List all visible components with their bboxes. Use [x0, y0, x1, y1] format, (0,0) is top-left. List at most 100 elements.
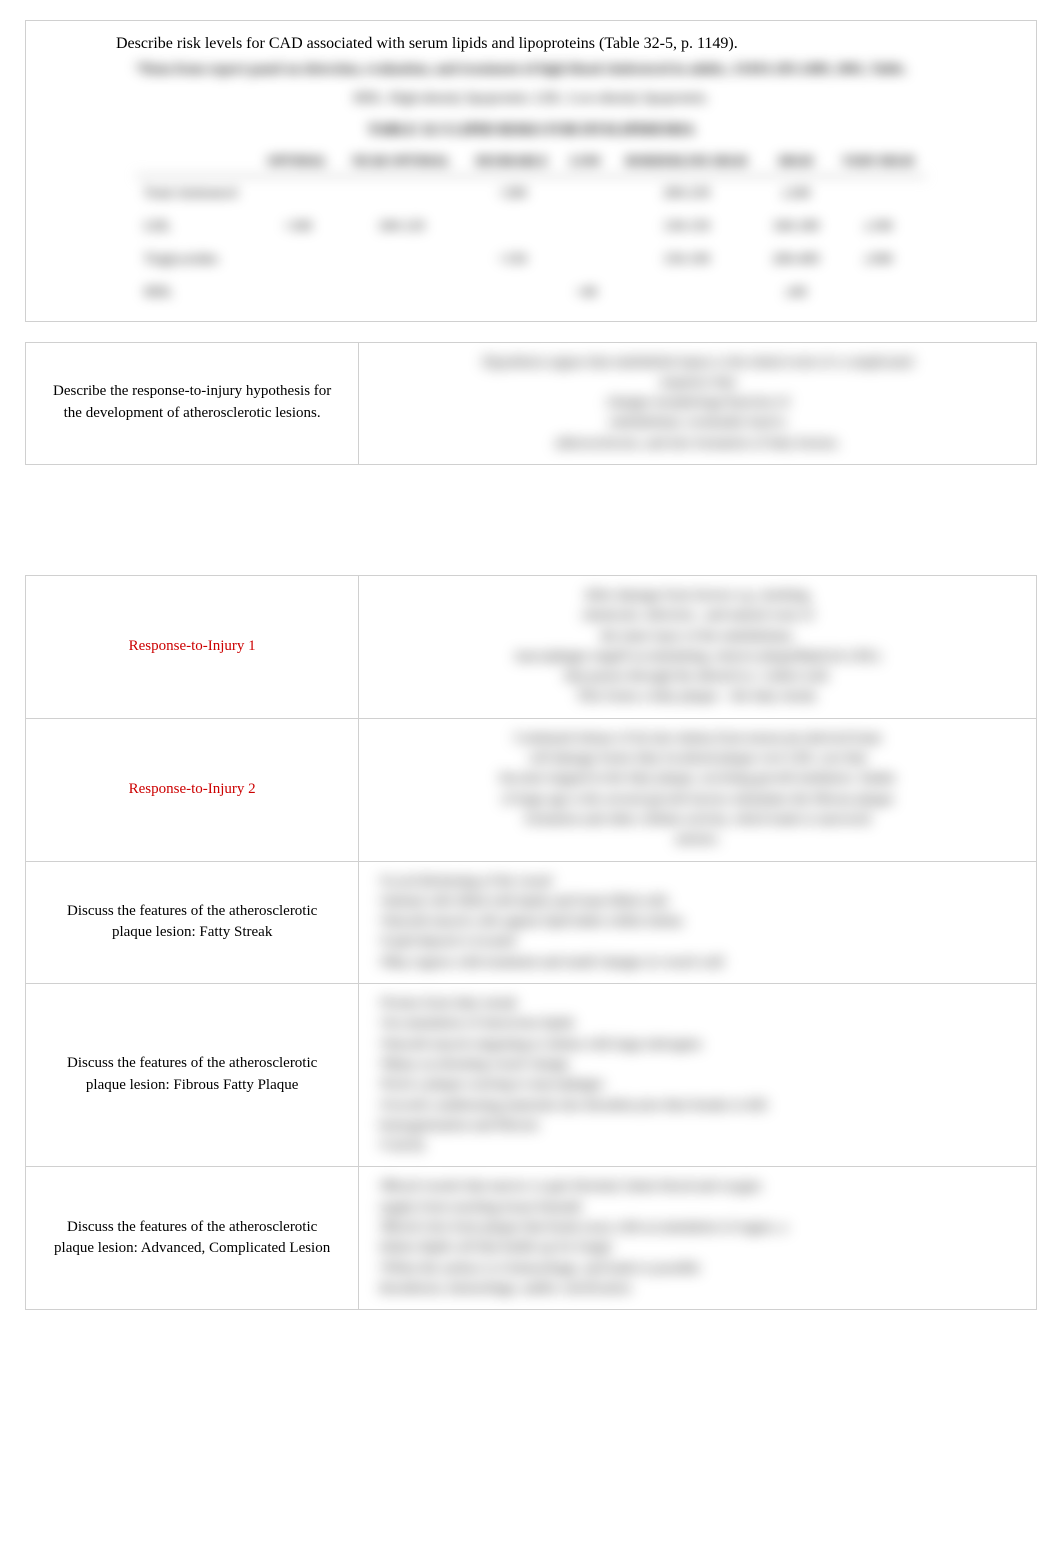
flashcard-back-line: •Forms from fatty streak — [379, 994, 1016, 1014]
flashcard-back-line: sequence that — [379, 373, 1016, 393]
flashcard-front: Discuss the features of the atherosclero… — [26, 984, 359, 1166]
table-row: Triglycerides <150 150-199200-499≥500 — [136, 243, 926, 276]
flashcard-back-line: supply from reaching tissue beneath — [379, 1198, 1016, 1218]
lipid-risk-card: Describe risk levels for CAD associated … — [25, 20, 1037, 322]
flashcard-back-line: •intimal cells filled with lipids and fo… — [379, 892, 1016, 912]
table-cell — [339, 243, 464, 276]
row-label: LDL — [136, 210, 256, 243]
flashcard-back-line: •Lipid deposit is located — [379, 932, 1016, 952]
table-header-row: OPTIMAL NEAR OPTIMAL DESIRABLE LOW BORDE… — [136, 148, 926, 176]
col-high: HIGH — [761, 148, 830, 176]
flashcard-front: Discuss the features of the atherosclero… — [26, 1167, 359, 1309]
row-label: Triglycerides — [136, 243, 256, 276]
table-cell — [464, 276, 561, 309]
row-label: Total cholesterol — [136, 176, 256, 210]
flashcard-back-line: •Calcify — [379, 1136, 1016, 1156]
col-optimal: OPTIMAL — [256, 148, 339, 176]
table-cell — [830, 176, 926, 210]
table-cell — [464, 210, 561, 243]
flashcard-row: Discuss the features of the atherosclero… — [25, 983, 1037, 1167]
col-borderline: BORDERLINE HIGH — [611, 148, 761, 176]
table-cell: <200 — [464, 176, 561, 210]
table-cell — [256, 176, 339, 210]
flashcard-back: Continued release of fat into intima fro… — [359, 719, 1036, 861]
flashcard-back: After damage from factors e.g. smoking,c… — [359, 576, 1036, 718]
lipid-table: OPTIMAL NEAR OPTIMAL DESIRABLE LOW BORDE… — [136, 148, 926, 309]
flashcard-back-line: endothelium, eventually lead to — [379, 413, 1016, 433]
col-low: LOW — [560, 148, 611, 176]
flashcard-back: •Blood vessels that narrow or gets block… — [359, 1167, 1036, 1309]
flashcard-front: Describe the response-to-injury hypothes… — [26, 343, 359, 464]
flashcard-back-line: thrombosis, hemorrhage, andlor calcifica… — [379, 1279, 1016, 1299]
lipid-risk-question: Describe risk levels for CAD associated … — [26, 21, 1036, 55]
flashcard-row: Response-to-Injury 1After damage from fa… — [25, 575, 1037, 719]
flashcard-back-line: After damage from factors e.g. smoking, — [379, 586, 1016, 606]
table-row: Total cholesterol <200 200-239≥240 — [136, 176, 926, 210]
flashcard-back-line: •When the surface is it hemorrhage, and … — [379, 1259, 1016, 1279]
flashcard-back: Hypothesis argues that endothelial injur… — [359, 343, 1036, 464]
table-cell — [611, 276, 761, 309]
flashcard-front: Discuss the features of the atherosclero… — [26, 862, 359, 983]
flashcard-back-line: •Blood vessels that narrow or gets block… — [379, 1177, 1016, 1197]
table-cell: 150-199 — [611, 243, 761, 276]
table-cell — [560, 176, 611, 210]
flashcard-row: Response-to-Injury 2Continued release of… — [25, 718, 1037, 862]
table-cell: ≥190 — [830, 210, 926, 243]
flashcard-front: Response-to-Injury 2 — [26, 719, 359, 861]
col-empty — [136, 148, 256, 176]
flashcard-back-line: •Smooth muscle cells appear lipid laden … — [379, 912, 1016, 932]
table-cell: ≥240 — [761, 176, 830, 210]
flashcard-back-line: arteries. — [379, 830, 1016, 850]
flashcard-back-line: •Growth conditioning materials into thro… — [379, 1096, 1016, 1116]
table-cell: ≥500 — [830, 243, 926, 276]
table-cell — [339, 176, 464, 210]
flashcard-row: Describe the response-to-injury hypothes… — [25, 342, 1037, 465]
col-very-high: VERY HIGH — [830, 148, 926, 176]
flashcard-back-line: become trapped in the fatty plaque, secr… — [379, 769, 1016, 789]
flashcard-back-line: the inner layer of the endothelium, — [379, 627, 1016, 647]
row-label: HDL — [136, 276, 256, 309]
flashcard-back-line: •Smooth muscle migrating to intima with … — [379, 1035, 1016, 1055]
flashcard-back-line: cell damage forms fatty localized plaque… — [379, 749, 1016, 769]
flashcard-back-line: changes morphology/function of — [379, 393, 1016, 413]
section-gap — [25, 465, 1037, 575]
flashcard-back-line: macrophages engulf accumulating, remove … — [379, 647, 1016, 667]
flashcard-row: Discuss the features of the atherosclero… — [25, 861, 1037, 984]
source-note: *Data from expert panel on detection, ev… — [136, 59, 926, 80]
flashcard-back-line: formation and other cellular activity, w… — [379, 810, 1016, 830]
table-cell — [339, 276, 464, 309]
flashcard-back-line: chemicals, infection , and natural wear … — [379, 606, 1016, 626]
table-cell — [560, 210, 611, 243]
flashcard-back-line: atherosclerosis, and into formation of f… — [379, 434, 1016, 454]
flashcard-back-line: This forms a fatty plaque – the fatty st… — [379, 687, 1016, 707]
table-cell: 200-499 — [761, 243, 830, 276]
table-cell: <40 — [560, 276, 611, 309]
flashcard-back-line: •Accumulation of intra/extra lipids — [379, 1014, 1016, 1034]
table-cell: 200-239 — [611, 176, 761, 210]
table-cell: 160-189 — [761, 210, 830, 243]
flashcard-back-line: •May regress with treatment and small ch… — [379, 953, 1016, 973]
flashcard-list: Describe the response-to-injury hypothes… — [25, 342, 1037, 1311]
table-cell — [830, 276, 926, 309]
table-cell: ≥60 — [761, 276, 830, 309]
table-cell — [256, 276, 339, 309]
table-cell: <150 — [464, 243, 561, 276]
table-cell: 100-129 — [339, 210, 464, 243]
col-desirable: DESIRABLE — [464, 148, 561, 176]
table-cell — [256, 243, 339, 276]
flashcard-back-line: Hypothesis argues that endothelial injur… — [379, 353, 1016, 373]
table-cell — [560, 243, 611, 276]
flashcard-back: •Forms from fatty streak•Accumulation of… — [359, 984, 1036, 1166]
table-row: LDL<100100-129 130-159160-189≥190 — [136, 210, 926, 243]
table-cell: <100 — [256, 210, 339, 243]
flashcard-back-line: •Local thickening of the vessel — [379, 872, 1016, 892]
flashcard-row: Discuss the features of the atherosclero… — [25, 1166, 1037, 1310]
table-cell: 130-159 — [611, 210, 761, 243]
table-title: TABLE 32-5 LIPID RISKS FOR DYSLIPIDEMIA — [136, 119, 926, 142]
flashcard-back-line: of large age is the several growth facto… — [379, 790, 1016, 810]
flashcard-back: •Local thickening of the vessel•intimal … — [359, 862, 1036, 983]
flashcard-back-line: homogenization and fibrosis — [379, 1116, 1016, 1136]
col-near-optimal: NEAR OPTIMAL — [339, 148, 464, 176]
flashcard-back-line: that passes through the altered (i.e. wi… — [379, 667, 1016, 687]
lipid-risk-answer: *Data from expert panel on detection, ev… — [26, 55, 1036, 321]
